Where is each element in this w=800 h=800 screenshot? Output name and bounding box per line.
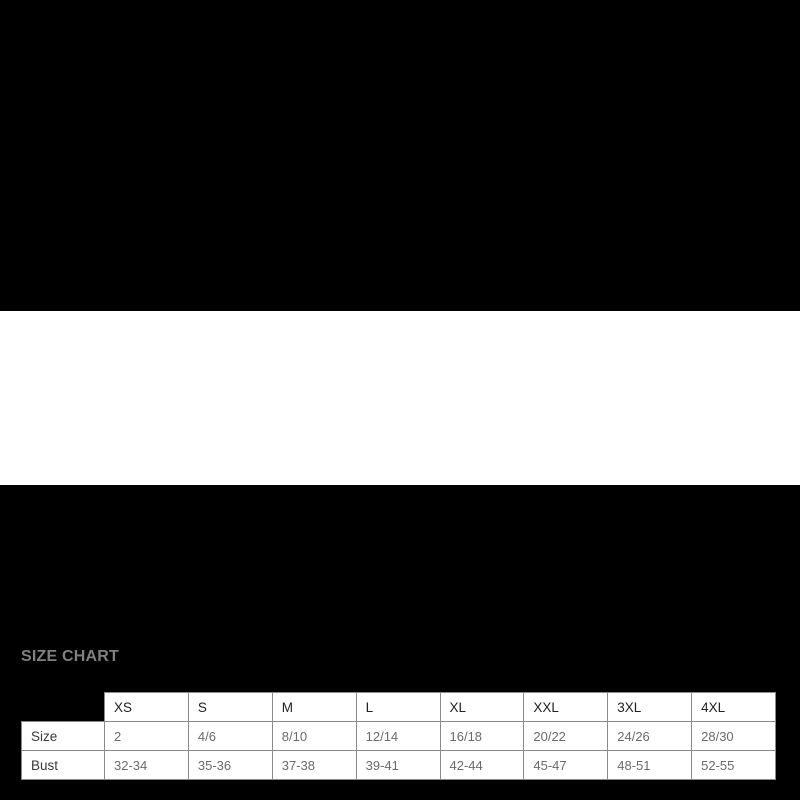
cell-bust-3xl: 48-51 [607,750,693,780]
column-header-m: M [271,692,357,722]
row-label-bust: Bust [21,750,105,780]
column-header-xxl: XXL [523,692,609,722]
cell-size-l: 12/14 [355,721,441,751]
cell-bust-l: 39-41 [355,750,441,780]
column-header-l: L [355,692,441,722]
cell-bust-m: 37-38 [271,750,357,780]
cell-bust-xl: 42-44 [439,750,525,780]
cell-bust-xs: 32-34 [104,750,189,780]
cell-size-xxl: 20/22 [523,721,609,751]
size-chart-panel: SIZE CHART XS S M L XL XXL [0,311,800,780]
column-header-3xl: 3XL [607,692,693,722]
cell-size-4xl: 28/30 [691,721,776,751]
column-header-xl: XL [439,692,525,722]
page-title: SIZE CHART [21,648,119,665]
table-header-row: XS S M L XL XXL 3XL 4XL [22,692,776,722]
table-row: Size 2 4/6 8/10 12/14 16/18 20/22 24/26 … [21,721,776,751]
size-chart-table: XS S M L XL XXL 3XL 4XL Size 2 4/6 [21,692,776,780]
cell-size-xl: 16/18 [439,721,525,751]
column-header-4xl: 4XL [691,692,776,722]
row-label-size: Size [21,721,105,751]
cell-size-xs: 2 [104,721,189,751]
column-header-s: S [187,692,273,722]
table-row: Bust 32-34 35-36 37-38 39-41 42-44 45-47… [21,750,776,780]
cell-bust-xxl: 45-47 [523,750,609,780]
cell-size-3xl: 24/26 [607,721,693,751]
cell-size-s: 4/6 [187,721,273,751]
cell-size-m: 8/10 [271,721,357,751]
cell-bust-4xl: 52-55 [691,750,776,780]
cell-bust-s: 35-36 [187,750,273,780]
column-header-xs: XS [104,692,189,722]
table-corner-cell [22,693,105,722]
size-chart-table-container: XS S M L XL XXL 3XL 4XL Size 2 4/6 [21,692,776,780]
